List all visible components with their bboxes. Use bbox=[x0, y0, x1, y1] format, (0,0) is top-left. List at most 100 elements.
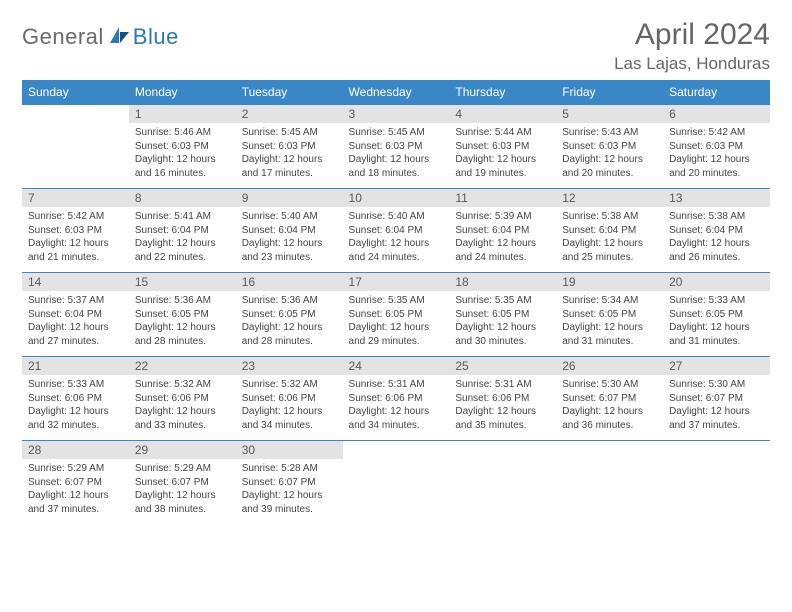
day-number: 4 bbox=[449, 105, 556, 123]
calendar-table: Sunday Monday Tuesday Wednesday Thursday… bbox=[22, 80, 770, 524]
logo-text-blue: Blue bbox=[133, 24, 179, 50]
day-number: 19 bbox=[556, 273, 663, 291]
day-body: Sunrise: 5:31 AMSunset: 6:06 PMDaylight:… bbox=[343, 375, 450, 440]
week-row: 7Sunrise: 5:42 AMSunset: 6:03 PMDaylight… bbox=[22, 189, 770, 273]
day-number: 22 bbox=[129, 357, 236, 375]
day-cell: 13Sunrise: 5:38 AMSunset: 6:04 PMDayligh… bbox=[663, 189, 770, 273]
day-cell: 1Sunrise: 5:46 AMSunset: 6:03 PMDaylight… bbox=[129, 105, 236, 189]
day-cell: 11Sunrise: 5:39 AMSunset: 6:04 PMDayligh… bbox=[449, 189, 556, 273]
day-number: 17 bbox=[343, 273, 450, 291]
day-cell: . bbox=[556, 441, 663, 525]
day-number: 27 bbox=[663, 357, 770, 375]
day-cell: 26Sunrise: 5:30 AMSunset: 6:07 PMDayligh… bbox=[556, 357, 663, 441]
day-cell: 7Sunrise: 5:42 AMSunset: 6:03 PMDaylight… bbox=[22, 189, 129, 273]
day-number: 23 bbox=[236, 357, 343, 375]
day-body: Sunrise: 5:31 AMSunset: 6:06 PMDaylight:… bbox=[449, 375, 556, 440]
day-body: Sunrise: 5:36 AMSunset: 6:05 PMDaylight:… bbox=[129, 291, 236, 356]
day-number: 20 bbox=[663, 273, 770, 291]
day-cell: 20Sunrise: 5:33 AMSunset: 6:05 PMDayligh… bbox=[663, 273, 770, 357]
day-number: 1 bbox=[129, 105, 236, 123]
day-number: 25 bbox=[449, 357, 556, 375]
day-cell: 30Sunrise: 5:28 AMSunset: 6:07 PMDayligh… bbox=[236, 441, 343, 525]
day-cell: 15Sunrise: 5:36 AMSunset: 6:05 PMDayligh… bbox=[129, 273, 236, 357]
day-cell: 24Sunrise: 5:31 AMSunset: 6:06 PMDayligh… bbox=[343, 357, 450, 441]
day-cell: 22Sunrise: 5:32 AMSunset: 6:06 PMDayligh… bbox=[129, 357, 236, 441]
day-body: Sunrise: 5:38 AMSunset: 6:04 PMDaylight:… bbox=[663, 207, 770, 272]
header-row: General Blue April 2024 Las Lajas, Hondu… bbox=[22, 18, 770, 74]
week-row: 21Sunrise: 5:33 AMSunset: 6:06 PMDayligh… bbox=[22, 357, 770, 441]
day-number: 24 bbox=[343, 357, 450, 375]
day-body: Sunrise: 5:33 AMSunset: 6:06 PMDaylight:… bbox=[22, 375, 129, 440]
day-body: Sunrise: 5:30 AMSunset: 6:07 PMDaylight:… bbox=[663, 375, 770, 440]
day-body: Sunrise: 5:39 AMSunset: 6:04 PMDaylight:… bbox=[449, 207, 556, 272]
weekday-header: Monday bbox=[129, 80, 236, 105]
day-body: Sunrise: 5:35 AMSunset: 6:05 PMDaylight:… bbox=[449, 291, 556, 356]
day-body: Sunrise: 5:32 AMSunset: 6:06 PMDaylight:… bbox=[129, 375, 236, 440]
logo: General Blue bbox=[22, 24, 179, 50]
day-cell: . bbox=[449, 441, 556, 525]
day-cell: 5Sunrise: 5:43 AMSunset: 6:03 PMDaylight… bbox=[556, 105, 663, 189]
day-cell: 27Sunrise: 5:30 AMSunset: 6:07 PMDayligh… bbox=[663, 357, 770, 441]
day-body: Sunrise: 5:32 AMSunset: 6:06 PMDaylight:… bbox=[236, 375, 343, 440]
day-body: Sunrise: 5:46 AMSunset: 6:03 PMDaylight:… bbox=[129, 123, 236, 188]
day-body: Sunrise: 5:45 AMSunset: 6:03 PMDaylight:… bbox=[236, 123, 343, 188]
day-cell: 23Sunrise: 5:32 AMSunset: 6:06 PMDayligh… bbox=[236, 357, 343, 441]
day-body: Sunrise: 5:35 AMSunset: 6:05 PMDaylight:… bbox=[343, 291, 450, 356]
weekday-header: Thursday bbox=[449, 80, 556, 105]
day-cell: 10Sunrise: 5:40 AMSunset: 6:04 PMDayligh… bbox=[343, 189, 450, 273]
day-number: 21 bbox=[22, 357, 129, 375]
day-number: 15 bbox=[129, 273, 236, 291]
day-number: 3 bbox=[343, 105, 450, 123]
day-cell: . bbox=[663, 441, 770, 525]
calendar-page: General Blue April 2024 Las Lajas, Hondu… bbox=[0, 0, 792, 542]
day-body: Sunrise: 5:44 AMSunset: 6:03 PMDaylight:… bbox=[449, 123, 556, 188]
day-body: Sunrise: 5:37 AMSunset: 6:04 PMDaylight:… bbox=[22, 291, 129, 356]
day-body: Sunrise: 5:40 AMSunset: 6:04 PMDaylight:… bbox=[236, 207, 343, 272]
day-body: Sunrise: 5:36 AMSunset: 6:05 PMDaylight:… bbox=[236, 291, 343, 356]
weekday-header: Sunday bbox=[22, 80, 129, 105]
day-cell: 9Sunrise: 5:40 AMSunset: 6:04 PMDaylight… bbox=[236, 189, 343, 273]
day-cell: 28Sunrise: 5:29 AMSunset: 6:07 PMDayligh… bbox=[22, 441, 129, 525]
week-row: .1Sunrise: 5:46 AMSunset: 6:03 PMDayligh… bbox=[22, 105, 770, 189]
day-cell: 4Sunrise: 5:44 AMSunset: 6:03 PMDaylight… bbox=[449, 105, 556, 189]
week-row: 14Sunrise: 5:37 AMSunset: 6:04 PMDayligh… bbox=[22, 273, 770, 357]
day-body: Sunrise: 5:28 AMSunset: 6:07 PMDaylight:… bbox=[236, 459, 343, 524]
day-cell: 6Sunrise: 5:42 AMSunset: 6:03 PMDaylight… bbox=[663, 105, 770, 189]
calendar-body: .1Sunrise: 5:46 AMSunset: 6:03 PMDayligh… bbox=[22, 105, 770, 525]
day-cell: 8Sunrise: 5:41 AMSunset: 6:04 PMDaylight… bbox=[129, 189, 236, 273]
weekday-header: Tuesday bbox=[236, 80, 343, 105]
logo-sail-icon bbox=[109, 25, 131, 50]
day-cell: 3Sunrise: 5:45 AMSunset: 6:03 PMDaylight… bbox=[343, 105, 450, 189]
logo-text-general: General bbox=[22, 24, 104, 50]
day-number: 26 bbox=[556, 357, 663, 375]
title-block: April 2024 Las Lajas, Honduras bbox=[614, 18, 770, 74]
day-body: Sunrise: 5:40 AMSunset: 6:04 PMDaylight:… bbox=[343, 207, 450, 272]
day-cell: 2Sunrise: 5:45 AMSunset: 6:03 PMDaylight… bbox=[236, 105, 343, 189]
day-body: Sunrise: 5:42 AMSunset: 6:03 PMDaylight:… bbox=[22, 207, 129, 272]
day-number: 16 bbox=[236, 273, 343, 291]
day-cell: 18Sunrise: 5:35 AMSunset: 6:05 PMDayligh… bbox=[449, 273, 556, 357]
day-body: Sunrise: 5:38 AMSunset: 6:04 PMDaylight:… bbox=[556, 207, 663, 272]
day-number: 5 bbox=[556, 105, 663, 123]
day-body: Sunrise: 5:43 AMSunset: 6:03 PMDaylight:… bbox=[556, 123, 663, 188]
day-cell: 25Sunrise: 5:31 AMSunset: 6:06 PMDayligh… bbox=[449, 357, 556, 441]
weekday-header: Wednesday bbox=[343, 80, 450, 105]
day-number: 28 bbox=[22, 441, 129, 459]
day-body: Sunrise: 5:34 AMSunset: 6:05 PMDaylight:… bbox=[556, 291, 663, 356]
day-cell: 21Sunrise: 5:33 AMSunset: 6:06 PMDayligh… bbox=[22, 357, 129, 441]
day-cell: . bbox=[22, 105, 129, 189]
day-number: 18 bbox=[449, 273, 556, 291]
day-cell: . bbox=[343, 441, 450, 525]
week-row: 28Sunrise: 5:29 AMSunset: 6:07 PMDayligh… bbox=[22, 441, 770, 525]
day-cell: 12Sunrise: 5:38 AMSunset: 6:04 PMDayligh… bbox=[556, 189, 663, 273]
day-body: Sunrise: 5:29 AMSunset: 6:07 PMDaylight:… bbox=[129, 459, 236, 524]
day-number: 9 bbox=[236, 189, 343, 207]
location: Las Lajas, Honduras bbox=[614, 54, 770, 74]
day-body: Sunrise: 5:42 AMSunset: 6:03 PMDaylight:… bbox=[663, 123, 770, 188]
day-number: 7 bbox=[22, 189, 129, 207]
day-body: Sunrise: 5:41 AMSunset: 6:04 PMDaylight:… bbox=[129, 207, 236, 272]
day-cell: 19Sunrise: 5:34 AMSunset: 6:05 PMDayligh… bbox=[556, 273, 663, 357]
day-number: 14 bbox=[22, 273, 129, 291]
day-cell: 29Sunrise: 5:29 AMSunset: 6:07 PMDayligh… bbox=[129, 441, 236, 525]
day-body: Sunrise: 5:29 AMSunset: 6:07 PMDaylight:… bbox=[22, 459, 129, 524]
